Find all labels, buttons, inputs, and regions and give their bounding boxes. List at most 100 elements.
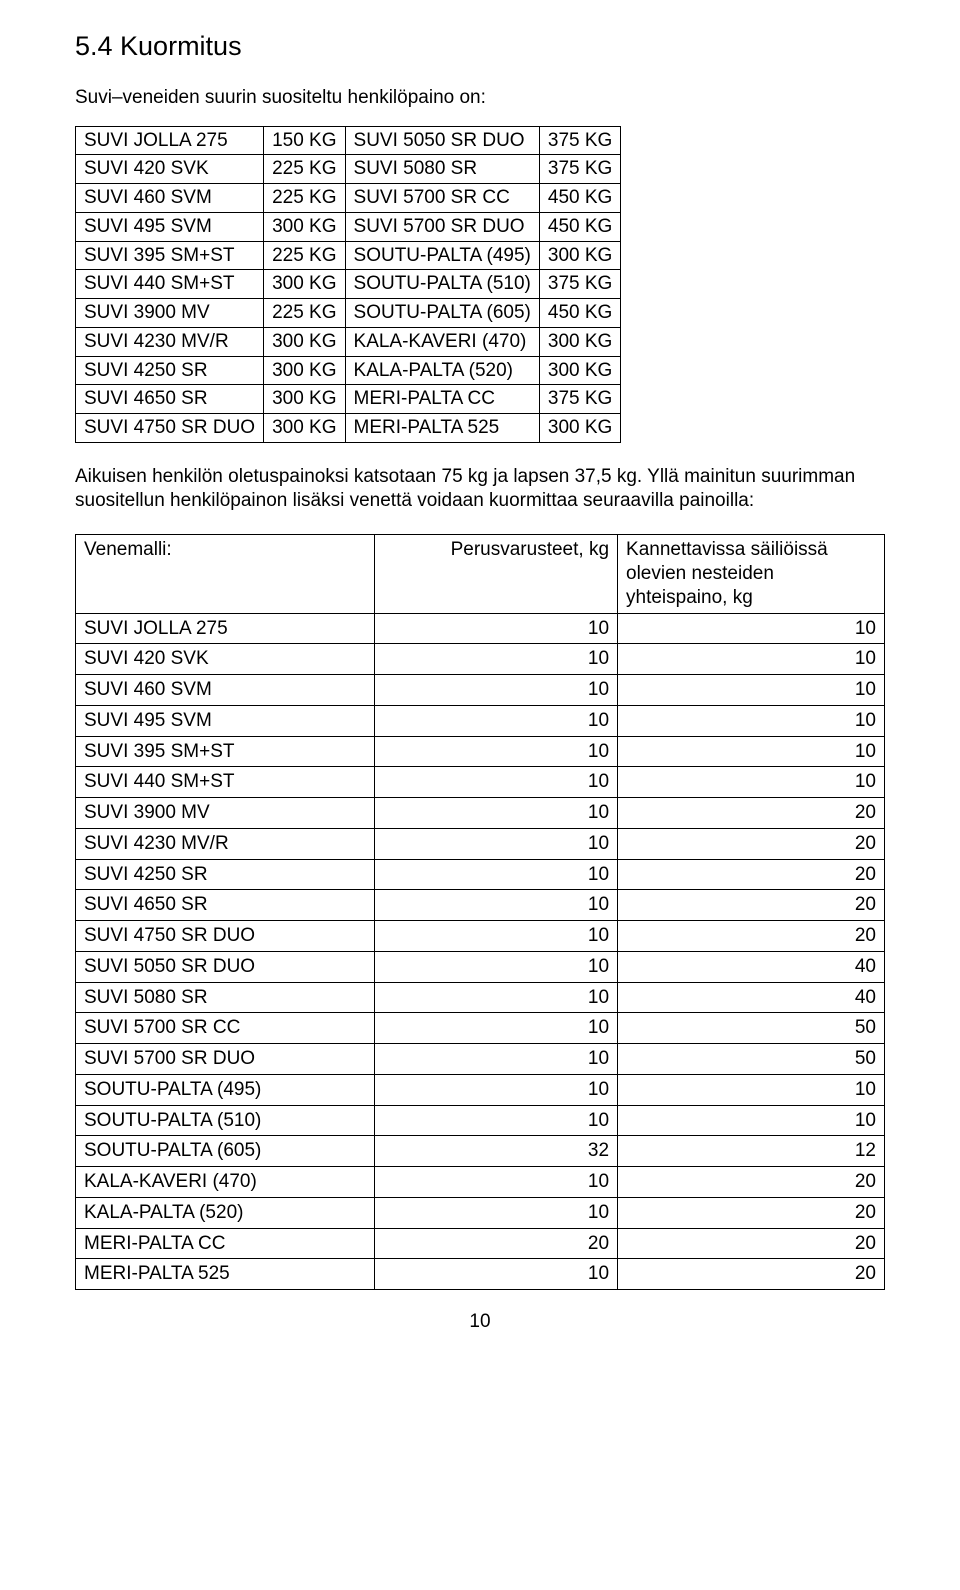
model-cell: SUVI 4650 SR xyxy=(76,385,264,414)
fluids-cell: 20 xyxy=(618,1259,885,1290)
model-cell: SUVI 460 SVM xyxy=(76,184,264,213)
table-row: SUVI 395 SM+ST225 KGSOUTU-PALTA (495)300… xyxy=(76,241,621,270)
table-row: SUVI 5700 SR DUO1050 xyxy=(76,1044,885,1075)
table-row: SOUTU-PALTA (605)3212 xyxy=(76,1136,885,1167)
weight-cell: 450 KG xyxy=(539,299,620,328)
table-row: SUVI 4250 SR300 KGKALA-PALTA (520)300 KG xyxy=(76,356,621,385)
model-cell: SUVI 495 SVM xyxy=(76,705,375,736)
weight-cell: 300 KG xyxy=(264,356,345,385)
weight-cell: 450 KG xyxy=(539,212,620,241)
fluids-cell: 12 xyxy=(618,1136,885,1167)
equipment-cell: 10 xyxy=(375,890,618,921)
fluids-cell: 40 xyxy=(618,982,885,1013)
table-row: MERI-PALTA CC2020 xyxy=(76,1228,885,1259)
equipment-cell: 10 xyxy=(375,982,618,1013)
model-cell: SOUTU-PALTA (605) xyxy=(76,1136,375,1167)
model-cell: SUVI 4230 MV/R xyxy=(76,327,264,356)
weight-cell: 300 KG xyxy=(539,327,620,356)
table-row: SOUTU-PALTA (495)1010 xyxy=(76,1074,885,1105)
header-model: Venemalli: xyxy=(76,535,375,613)
equipment-cell: 10 xyxy=(375,828,618,859)
table-row: SUVI 4230 MV/R1020 xyxy=(76,828,885,859)
model-cell: SUVI 4750 SR DUO xyxy=(76,414,264,443)
weight-cell: 300 KG xyxy=(539,414,620,443)
weight-cell: 300 KG xyxy=(264,327,345,356)
weight-cell: 225 KG xyxy=(264,155,345,184)
fluids-cell: 10 xyxy=(618,1105,885,1136)
weight-cell: 450 KG xyxy=(539,184,620,213)
table-row: SUVI 5050 SR DUO1040 xyxy=(76,951,885,982)
fluids-cell: 10 xyxy=(618,767,885,798)
weight-cell: 225 KG xyxy=(264,184,345,213)
equipment-cell: 10 xyxy=(375,767,618,798)
weight-cell: 300 KG xyxy=(264,270,345,299)
table-row: SUVI 4650 SR300 KGMERI-PALTA CC375 KG xyxy=(76,385,621,414)
table-row: SUVI 4650 SR1020 xyxy=(76,890,885,921)
equipment-cell: 10 xyxy=(375,613,618,644)
model-cell: SUVI 4250 SR xyxy=(76,859,375,890)
table-row: SUVI 440 SM+ST300 KGSOUTU-PALTA (510)375… xyxy=(76,270,621,299)
weight-cell: 300 KG xyxy=(539,356,620,385)
model-cell: SUVI 3900 MV xyxy=(76,299,264,328)
fluids-cell: 10 xyxy=(618,644,885,675)
header-fluids: Kannettavissa säiliöissä olevien nesteid… xyxy=(618,535,885,613)
model-cell: SUVI 4230 MV/R xyxy=(76,828,375,859)
model-cell: SOUTU-PALTA (495) xyxy=(76,1074,375,1105)
fluids-cell: 10 xyxy=(618,613,885,644)
model-cell: SUVI 420 SVK xyxy=(76,155,264,184)
weight-cell: 225 KG xyxy=(264,299,345,328)
fluids-cell: 20 xyxy=(618,798,885,829)
table-row: SUVI 460 SVM1010 xyxy=(76,675,885,706)
fluids-cell: 10 xyxy=(618,705,885,736)
equipment-cell: 10 xyxy=(375,1197,618,1228)
model-cell: SUVI 5700 SR DUO xyxy=(345,212,539,241)
table-row: SUVI 395 SM+ST1010 xyxy=(76,736,885,767)
table-row: SUVI 420 SVK225 KGSUVI 5080 SR375 KG xyxy=(76,155,621,184)
equipment-cell: 10 xyxy=(375,859,618,890)
paragraph: Aikuisen henkilön oletuspainoksi katsota… xyxy=(75,465,885,513)
fluids-cell: 50 xyxy=(618,1013,885,1044)
table-row: SUVI 440 SM+ST1010 xyxy=(76,767,885,798)
fluids-cell: 20 xyxy=(618,828,885,859)
equipment-cell: 10 xyxy=(375,675,618,706)
model-cell: SUVI 5080 SR xyxy=(76,982,375,1013)
equipment-cell: 10 xyxy=(375,736,618,767)
header-equipment: Perusvarusteet, kg xyxy=(375,535,618,613)
model-cell: SUVI JOLLA 275 xyxy=(76,126,264,155)
table-row: KALA-KAVERI (470)1020 xyxy=(76,1167,885,1198)
table-row: SUVI JOLLA 275150 KGSUVI 5050 SR DUO375 … xyxy=(76,126,621,155)
equipment-cell: 32 xyxy=(375,1136,618,1167)
table-row: SUVI JOLLA 2751010 xyxy=(76,613,885,644)
model-cell: SUVI 5700 SR CC xyxy=(345,184,539,213)
equipment-cell: 20 xyxy=(375,1228,618,1259)
model-cell: SUVI 5080 SR xyxy=(345,155,539,184)
model-cell: SUVI 420 SVK xyxy=(76,644,375,675)
weight-cell: 150 KG xyxy=(264,126,345,155)
intro-text: Suvi–veneiden suurin suositeltu henkilöp… xyxy=(75,86,885,110)
model-cell: SUVI 5700 SR DUO xyxy=(76,1044,375,1075)
model-cell: KALA-KAVERI (470) xyxy=(76,1167,375,1198)
weight-cell: 300 KG xyxy=(264,212,345,241)
model-cell: SUVI 440 SM+ST xyxy=(76,270,264,299)
fluids-cell: 20 xyxy=(618,1167,885,1198)
table-row: SUVI 495 SVM300 KGSUVI 5700 SR DUO450 KG xyxy=(76,212,621,241)
weight-cell: 375 KG xyxy=(539,155,620,184)
model-cell: SUVI 395 SM+ST xyxy=(76,736,375,767)
model-cell: SUVI 440 SM+ST xyxy=(76,767,375,798)
table-row: SUVI 5700 SR CC1050 xyxy=(76,1013,885,1044)
fluids-cell: 10 xyxy=(618,1074,885,1105)
model-cell: MERI-PALTA CC xyxy=(76,1228,375,1259)
table-row: SUVI 495 SVM1010 xyxy=(76,705,885,736)
fluids-cell: 50 xyxy=(618,1044,885,1075)
model-cell: SUVI 4750 SR DUO xyxy=(76,921,375,952)
model-cell: SUVI 495 SVM xyxy=(76,212,264,241)
model-cell: MERI-PALTA 525 xyxy=(76,1259,375,1290)
model-cell: SUVI 3900 MV xyxy=(76,798,375,829)
equipment-cell: 10 xyxy=(375,1105,618,1136)
table-row: SUVI 4250 SR1020 xyxy=(76,859,885,890)
model-cell: SOUTU-PALTA (510) xyxy=(345,270,539,299)
weight-cell: 300 KG xyxy=(264,385,345,414)
equipment-cell: 10 xyxy=(375,644,618,675)
model-cell: SUVI 5050 SR DUO xyxy=(76,951,375,982)
equipment-cell: 10 xyxy=(375,1074,618,1105)
